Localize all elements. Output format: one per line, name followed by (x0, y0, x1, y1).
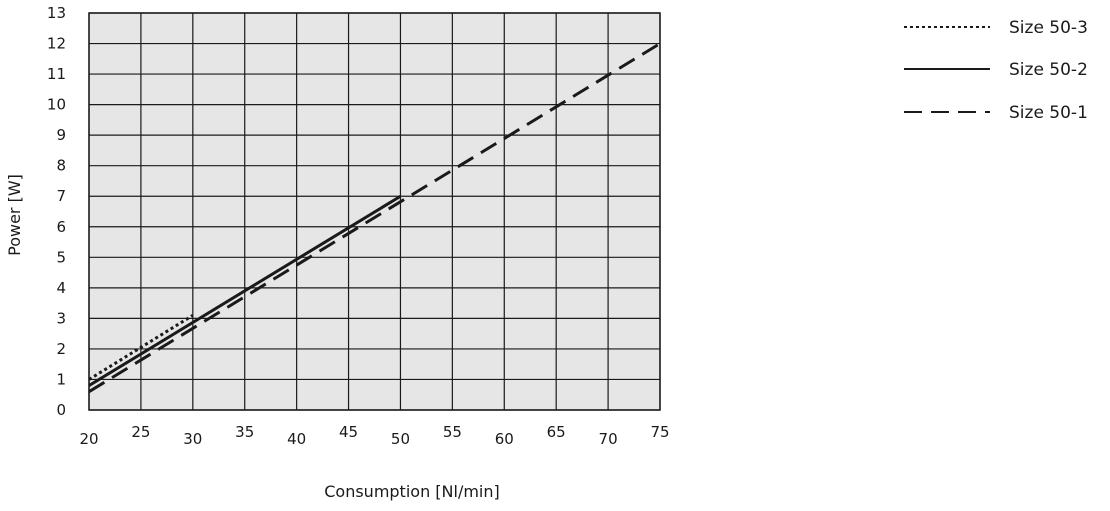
x-tick-label: 50 (391, 430, 410, 448)
x-tick-label: 20 (79, 430, 98, 448)
y-axis-title: Power [W] (5, 174, 24, 256)
y-tick-label: 10 (47, 96, 66, 114)
y-tick-label: 12 (47, 35, 66, 53)
y-tick-label: 2 (56, 340, 66, 358)
x-tick-label: 25 (131, 423, 150, 441)
x-tick-label: 75 (650, 423, 669, 441)
y-tick-label: 3 (56, 309, 66, 327)
series-line-size-50-2 (88, 194, 402, 387)
x-tick-label: 30 (183, 430, 202, 448)
y-tick-label: 13 (47, 4, 66, 22)
x-tick-label: 40 (287, 430, 306, 448)
legend-label-size-50-1: Size 50-1 (1009, 103, 1088, 123)
series-line-size-50-3 (88, 314, 194, 381)
y-tick-label: 11 (47, 65, 66, 83)
y-tick-label: 9 (56, 126, 66, 144)
y-tick-label: 6 (56, 218, 66, 236)
x-tick-labels: 20 25 30 35 40 45 50 55 60 65 70 75 (79, 423, 669, 448)
plot-frame (88, 12, 661, 411)
x-tick-label: 70 (599, 430, 618, 448)
y-tick-label: 4 (56, 279, 66, 297)
x-tick-label: 45 (339, 423, 358, 441)
y-tick-label: 1 (56, 370, 66, 388)
legend: Size 50-3 Size 50-2 Size 50-1 (904, 18, 1088, 123)
x-tick-label: 55 (443, 423, 462, 441)
series-line-size-50-1 (88, 42, 661, 393)
series-lines (88, 42, 661, 393)
legend-label-size-50-3: Size 50-3 (1009, 18, 1088, 38)
y-tick-label: 7 (56, 187, 66, 205)
x-tick-label: 35 (235, 423, 254, 441)
x-axis-title: Consumption [Nl/min] (324, 482, 500, 501)
x-tick-label: 60 (495, 430, 514, 448)
y-tick-label: 8 (56, 157, 66, 175)
x-tick-label: 65 (547, 423, 566, 441)
y-tick-label: 0 (56, 401, 66, 419)
legend-label-size-50-2: Size 50-2 (1009, 60, 1088, 80)
y-tick-label: 5 (56, 248, 66, 266)
